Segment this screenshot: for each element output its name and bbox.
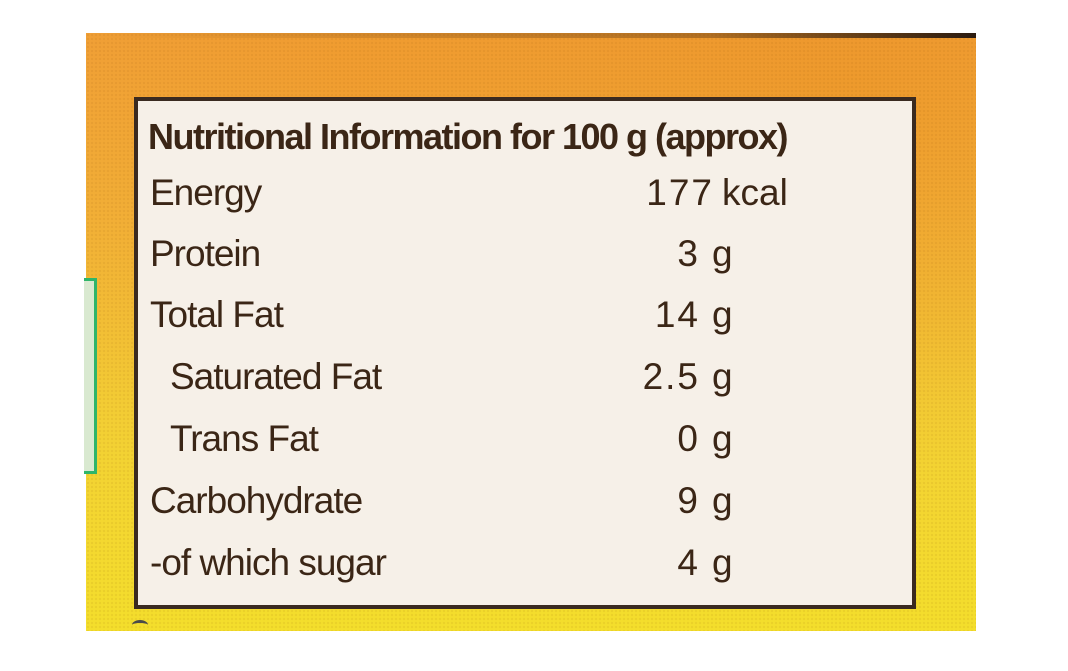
nutrient-unit: g — [712, 233, 733, 274]
nutrient-unit: g — [712, 356, 733, 397]
nutrition-row-total-fat: Total Fat 14 g — [150, 285, 910, 345]
nutrition-row-carbohydrate: Carbohydrate 9 g — [150, 471, 910, 531]
nutrient-name: Trans Fat — [170, 418, 319, 459]
package-top-edge — [86, 33, 976, 38]
nutrient-name: Protein — [150, 233, 261, 274]
nutrient-unit: g — [712, 542, 733, 583]
nutrient-amount: 2.5 — [642, 356, 700, 397]
nutrient-amount: 14 — [654, 294, 700, 335]
nutrient-unit: kcal — [722, 172, 788, 213]
nutrient-name: Total Fat — [150, 294, 284, 335]
nutrient-name: Carbohydrate — [150, 480, 363, 521]
nutrient-amount: 4 — [677, 542, 700, 583]
nutrient-unit: g — [712, 418, 733, 459]
nutrient-name: Saturated Fat — [170, 356, 382, 397]
nutrition-row-sugar: -of which sugar 4 g — [150, 533, 910, 593]
nutrient-unit: g — [712, 480, 733, 521]
nutrient-amount: 177 — [646, 172, 714, 213]
nutrition-label: Nutritional Information for 100 g (appro… — [134, 97, 916, 609]
nutrient-amount: 3 — [677, 233, 700, 274]
nutrition-row-energy: Energy 177 kcal — [150, 163, 910, 223]
nutrition-title: Nutritional Information for 100 g (appro… — [148, 116, 789, 157]
nutrient-unit: g — [712, 294, 733, 335]
nutrition-row-protein: Protein 3 g — [150, 224, 910, 284]
green-side-tab — [84, 278, 97, 474]
nutrient-name: Energy — [150, 172, 262, 213]
nutrition-row-trans-fat: Trans Fat 0 g — [150, 409, 910, 469]
nutrient-amount: 0 — [677, 418, 700, 459]
nutrient-amount: 9 — [677, 480, 700, 521]
nutrient-name: -of which sugar — [150, 542, 387, 583]
nutrition-row-saturated-fat: Saturated Fat 2.5 g — [150, 347, 910, 407]
package-print-mark — [132, 620, 148, 630]
